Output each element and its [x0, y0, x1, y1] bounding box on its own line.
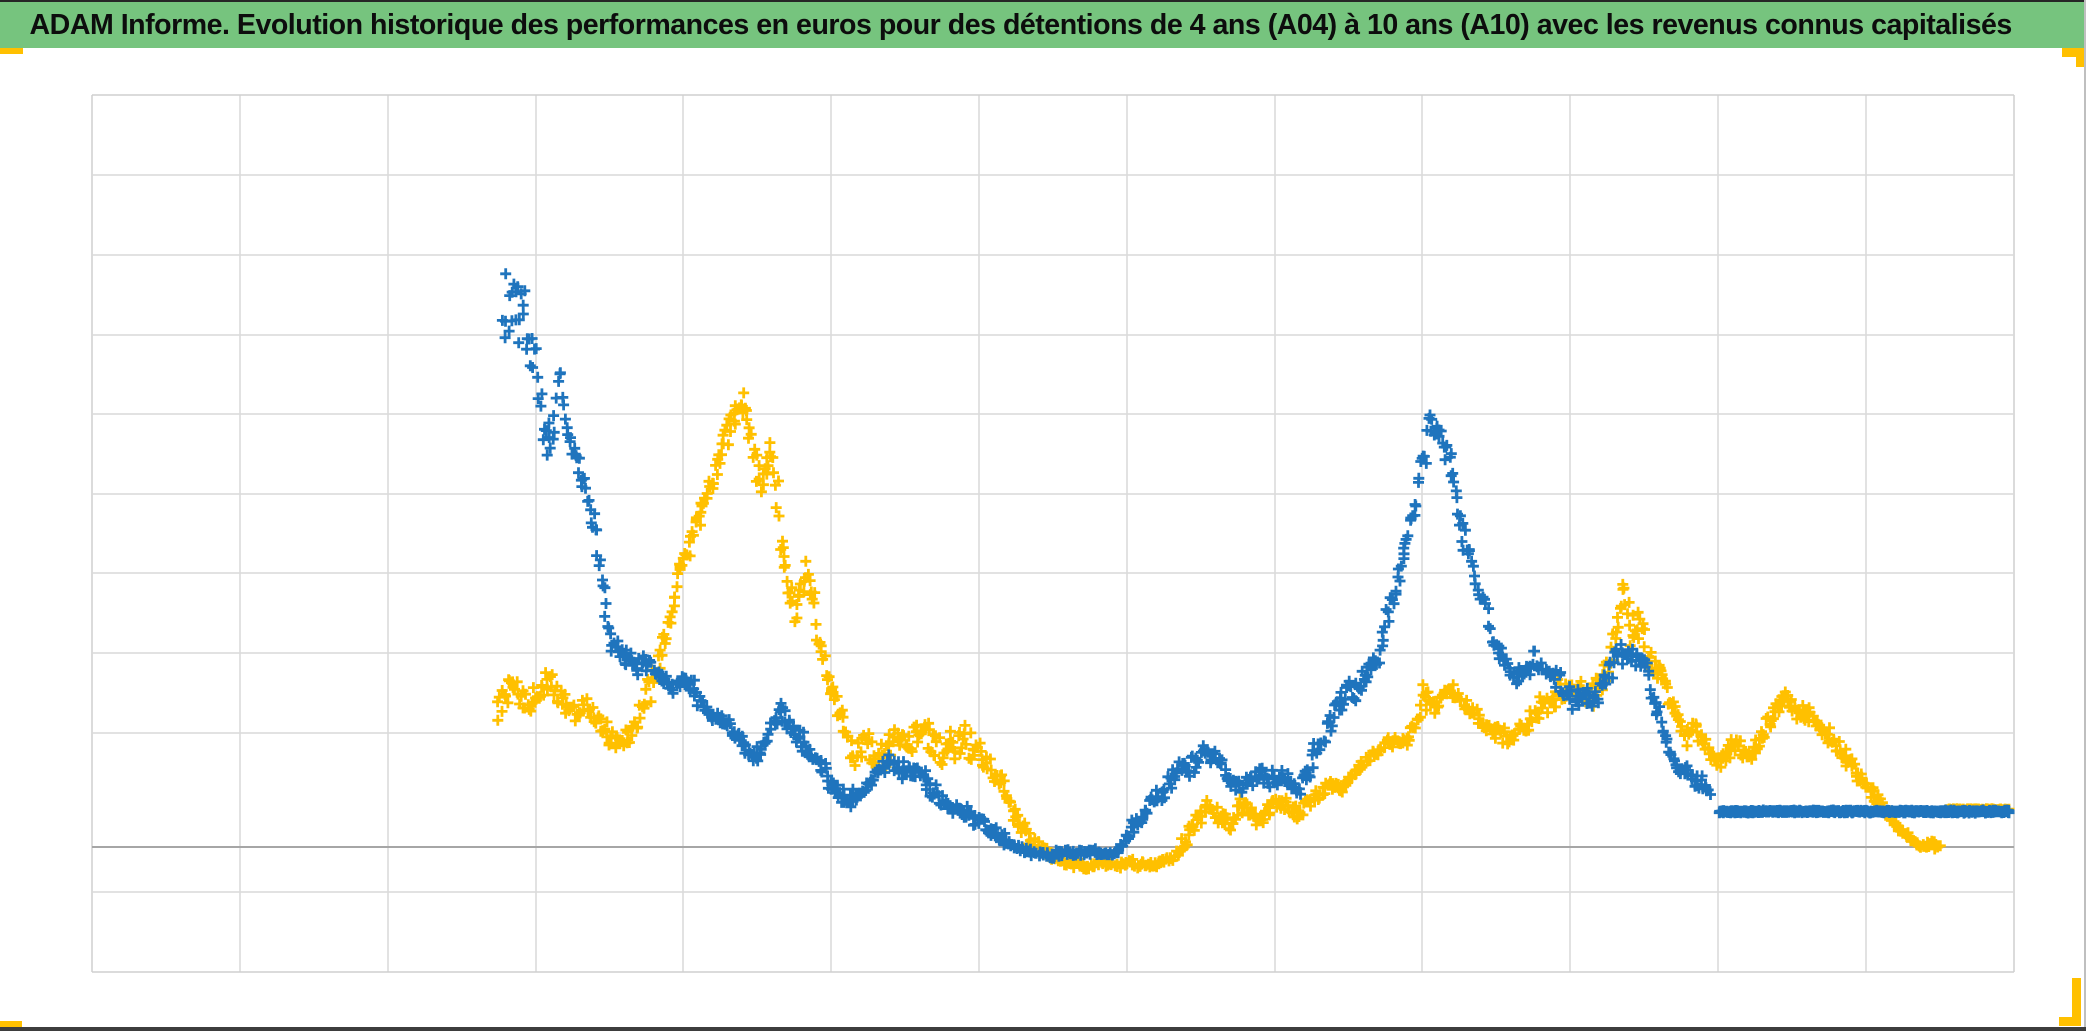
corner-accent-top-left [0, 48, 23, 54]
window-right-edge [2084, 0, 2086, 1031]
scatter-chart [91, 94, 2015, 973]
blue-series-markers [496, 268, 2015, 864]
corner-accent-bottom-right [2059, 1017, 2081, 1026]
corner-accent-top-right [2062, 48, 2084, 57]
corner-accent-top-right [2076, 48, 2084, 67]
chart [0, 48, 2086, 1031]
chart-plot-area [92, 95, 2014, 972]
corner-accent-bottom-right [2072, 978, 2081, 1026]
window-top-edge [0, 0, 2086, 2]
page-title: ADAM Informe. Evolution historique des p… [29, 8, 2013, 41]
title-bar: ADAM Informe. Evolution historique des p… [0, 2, 2084, 48]
corner-accent-bottom-left [0, 1021, 22, 1030]
window-bottom-edge [0, 1027, 2086, 1031]
